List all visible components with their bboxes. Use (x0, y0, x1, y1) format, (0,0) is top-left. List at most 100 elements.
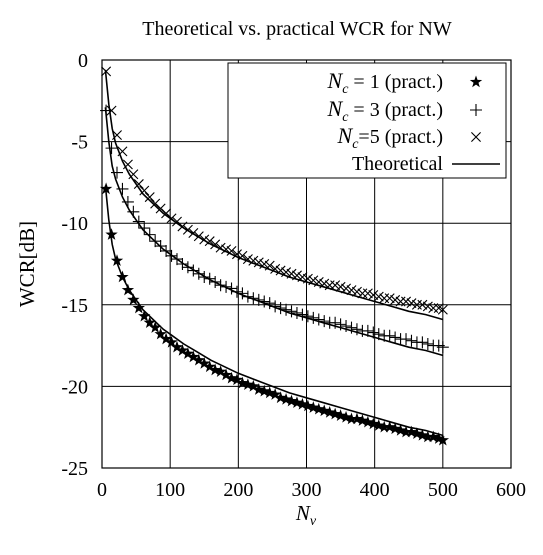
series-2-point (258, 295, 271, 308)
series-2-point (263, 297, 276, 310)
series-2-point (436, 341, 449, 354)
series-2-point (160, 244, 173, 257)
legend-entry-theoretical: Theoretical (352, 153, 443, 175)
series-1-point (99, 182, 113, 195)
x-axis-label-base: N (295, 501, 311, 525)
series-2-point (154, 240, 167, 253)
series-1-point (225, 371, 238, 384)
series-1-point (372, 419, 385, 431)
series-3-point (373, 291, 384, 302)
series-2-point (110, 166, 123, 179)
series-3-point (297, 272, 308, 283)
series-3-point (106, 105, 117, 116)
series-2-point (285, 305, 298, 318)
legend-marker-1 (469, 75, 483, 88)
series-2-point (149, 235, 162, 248)
y-tick-labels: 0 -5 -10 -15 -20 -25 (61, 50, 88, 480)
y-tick-label: -20 (61, 376, 88, 398)
series-1-point (181, 347, 195, 360)
series-2-point (312, 313, 325, 326)
series-2-point (269, 300, 282, 313)
legend-entry-3: Nc=5 (pract.) (337, 123, 443, 152)
series-3-point (182, 224, 193, 235)
series-2-point (170, 253, 183, 266)
series-1-point (339, 410, 353, 423)
series-3-point (291, 270, 302, 281)
series-1-point (427, 430, 440, 443)
series-1-point (105, 228, 118, 240)
series-3-point (221, 244, 232, 255)
series-1-point (416, 428, 429, 441)
series-1-point (192, 353, 205, 366)
series-3-point (270, 263, 281, 274)
y-tick-label: -15 (61, 295, 88, 317)
series-1-point (383, 420, 396, 433)
series-1-point (230, 373, 244, 386)
x-tick-label: 300 (292, 479, 322, 501)
series-1-point (110, 254, 124, 266)
legend-entry-rest: =5 (pract.) (358, 126, 443, 148)
series-3-point (308, 275, 319, 286)
series-1-point (121, 283, 135, 296)
series-3-point (248, 255, 259, 266)
series-1-point (203, 360, 216, 373)
series-3-point (417, 299, 428, 310)
chart-title: Theoretical vs. practical WCR for NW (142, 18, 452, 40)
series-2-point (241, 290, 254, 303)
series-1-point (258, 384, 271, 397)
legend: Nc = 1 (pract.)Nc = 3 (pract.)Nc=5 (prac… (227, 62, 507, 179)
series-3-point (177, 221, 188, 232)
series-3-point (351, 286, 362, 297)
series-1-point (318, 404, 331, 417)
series-3-point (302, 273, 313, 284)
series-2-point (187, 264, 200, 277)
series-3-point (319, 278, 330, 289)
series-2-point (105, 142, 118, 155)
series-2-point (296, 308, 309, 321)
series-2-point (181, 261, 194, 274)
series-2-point (361, 324, 374, 337)
series-1-point (263, 386, 276, 399)
legend-entry-sub: c (342, 110, 349, 125)
x-tick-label: 500 (428, 479, 458, 501)
series-1-point (219, 368, 233, 381)
series-2-point (143, 228, 156, 241)
series-2-point (280, 303, 293, 316)
series-3-point (401, 296, 412, 307)
legend-entry-rest: = 3 (pract.) (348, 99, 443, 121)
series-1-point (394, 423, 407, 436)
series-1-point (436, 433, 450, 446)
x-tick-label: 600 (496, 479, 526, 501)
series-1-point (432, 432, 445, 444)
legend-entry-base: N (327, 68, 344, 93)
theoretical-curves (104, 69, 444, 437)
series-3-point (122, 159, 133, 170)
x-tick-label: 0 (97, 479, 107, 501)
series-3-point (368, 290, 379, 300)
series-1-point (170, 340, 184, 353)
series-2-point (350, 323, 363, 336)
series-3-point (237, 250, 248, 261)
legend-entry-2: Nc = 3 (pract.) (327, 96, 443, 125)
series-1-point (214, 365, 227, 377)
series-2-point (247, 292, 260, 305)
theoretical-curve-2 (104, 107, 444, 357)
series-3-point (264, 260, 275, 271)
series-2-point (116, 182, 129, 195)
series-2-point (334, 318, 347, 331)
series-1-point (241, 378, 255, 391)
legend-box (227, 62, 507, 179)
series-1-point (268, 388, 282, 400)
series-1-point (148, 321, 162, 333)
series-2-point (209, 275, 222, 288)
series-1-point (208, 363, 222, 376)
series-3-point (144, 192, 155, 203)
y-tick-label: -5 (71, 132, 88, 154)
series-2-point (176, 258, 189, 270)
series-1-point (307, 401, 320, 413)
series-1-point (323, 406, 336, 418)
series-2-point (290, 306, 303, 319)
legend-entry-sub: c (342, 82, 349, 97)
series-2-point (367, 326, 380, 339)
